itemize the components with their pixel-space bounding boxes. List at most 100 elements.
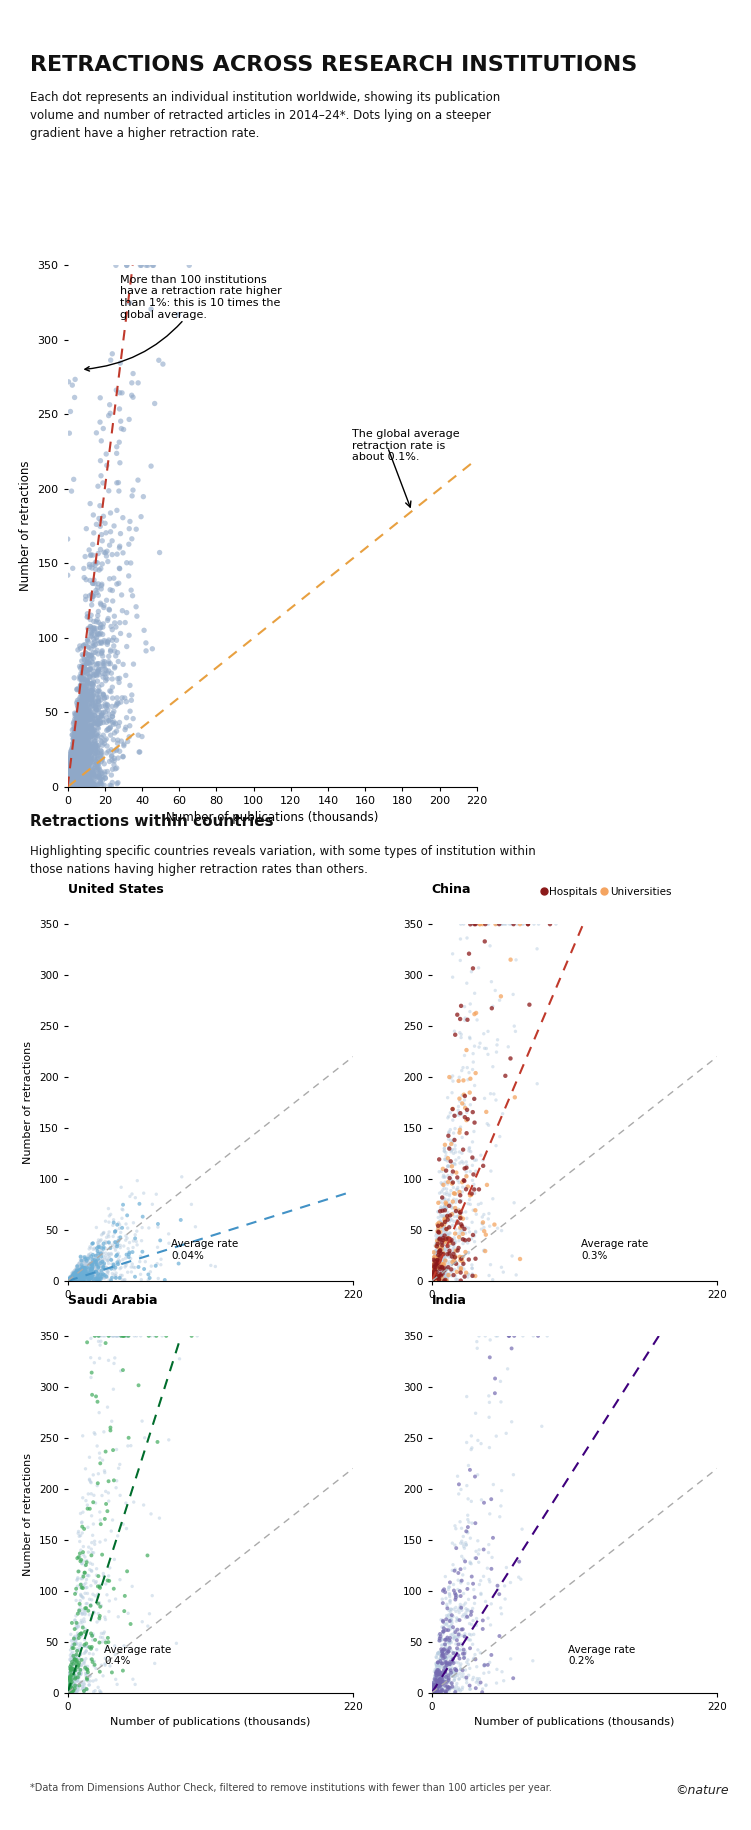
Point [77,725,89,754]
Point [66,1647,78,1676]
Point [74,736,86,765]
Point [95,1226,107,1255]
Point [65,769,77,798]
Point [83,736,95,765]
Point [88,1598,100,1627]
Point [98,1416,110,1446]
Point [427,1678,439,1707]
Point [432,1667,444,1696]
Point [71,723,83,752]
Point [68,1631,80,1660]
Point [72,1265,84,1294]
Point [427,1261,439,1290]
Point [65,1671,77,1700]
Point [426,1265,438,1294]
Point [117,650,129,679]
Point [456,1168,468,1197]
Point [441,1168,453,1197]
Point [475,1140,487,1169]
Point [65,767,77,796]
Point [119,1581,131,1610]
Point [431,1233,443,1263]
Point [67,750,79,780]
Point [64,763,76,792]
Point [68,1265,80,1294]
Point [431,1658,443,1687]
Point [444,1651,456,1680]
Point [74,767,86,796]
Point [427,1669,439,1698]
Point [444,1228,456,1257]
Text: Average rate
0.04%: Average rate 0.04% [171,1239,239,1261]
Point [444,1656,456,1685]
Point [68,737,80,767]
Point [65,1662,77,1691]
Point [445,1226,457,1255]
Point [65,767,77,796]
Point [482,1603,494,1632]
Point [431,1226,443,1255]
Point [62,1266,74,1296]
Point [112,769,124,798]
Point [62,772,74,802]
Text: Highlighting specific countries reveals variation, with some types of institutio: Highlighting specific countries reveals … [30,845,535,877]
Point [67,767,79,796]
Point [459,1093,471,1122]
Point [448,1576,460,1605]
Point [432,1674,444,1704]
Point [463,1239,475,1268]
Point [67,741,79,770]
Point [64,1676,76,1706]
Point [62,772,74,802]
Point [74,1261,86,1290]
Point [89,1257,101,1286]
Point [429,1255,441,1285]
Point [477,1614,489,1643]
Point [428,1261,440,1290]
Point [90,763,102,792]
Point [429,1673,441,1702]
Point [434,1651,446,1680]
Point [71,748,83,778]
Point [461,1094,473,1124]
Point [77,739,89,769]
Point [146,1581,158,1610]
Point [429,1244,441,1274]
Point [68,1261,80,1290]
Point [72,721,84,750]
Point [77,770,89,800]
Point [111,1321,123,1351]
Point [62,767,74,796]
Point [450,1235,462,1265]
Point [71,736,83,765]
Point [429,1673,441,1702]
Point [442,1654,454,1684]
Point [63,765,75,794]
Point [439,1191,451,1221]
Point [65,1265,77,1294]
Point [484,1499,496,1528]
Point [71,1265,83,1294]
Point [62,1266,74,1296]
Point [64,772,76,802]
Point [427,1674,439,1704]
Point [432,1248,444,1277]
Point [432,1676,444,1706]
Point [62,1266,74,1296]
Point [71,767,83,796]
Point [65,1265,77,1294]
Point [111,569,123,598]
Point [454,1605,466,1634]
Point [163,1228,175,1257]
Point [450,1598,462,1627]
Point [437,1640,449,1669]
Point [77,756,89,785]
Point [62,769,74,798]
Point [68,748,80,778]
Point [73,756,85,785]
Point [113,1213,125,1243]
Point [431,1660,443,1689]
Point [429,1266,441,1296]
Point [457,1215,469,1244]
Point [78,1607,90,1636]
